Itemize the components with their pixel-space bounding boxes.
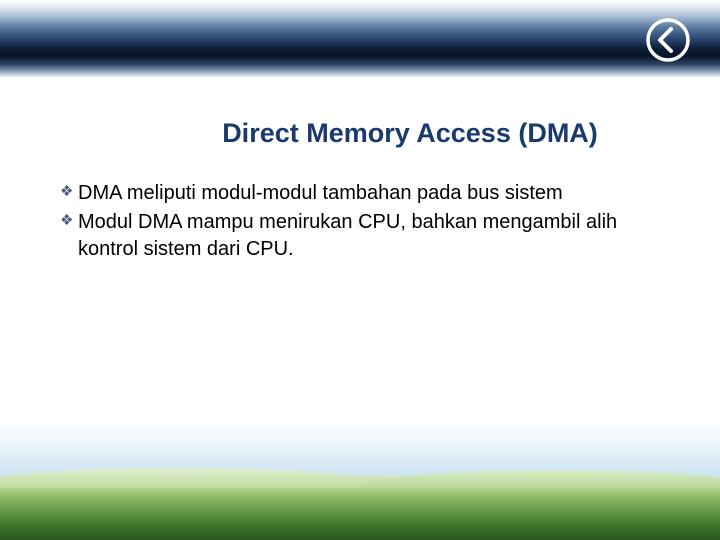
list-item: ❖ Modul DMA mampu menirukan CPU, bahkan … xyxy=(60,209,660,263)
diamond-bullet-icon: ❖ xyxy=(60,180,78,202)
content-area: ❖ DMA meliputi modul-modul tambahan pada… xyxy=(60,180,660,265)
slide-title: Direct Memory Access (DMA) xyxy=(0,118,720,149)
list-item: ❖ DMA meliputi modul-modul tambahan pada… xyxy=(60,180,660,207)
bullet-text: Modul DMA mampu menirukan CPU, bahkan me… xyxy=(78,209,660,263)
grass-hill xyxy=(0,476,720,540)
footer-scenery xyxy=(0,420,720,540)
bullet-text: DMA meliputi modul-modul tambahan pada b… xyxy=(78,180,563,207)
header-gradient-bar xyxy=(0,0,720,78)
back-icon[interactable] xyxy=(646,18,690,62)
diamond-bullet-icon: ❖ xyxy=(60,209,78,231)
